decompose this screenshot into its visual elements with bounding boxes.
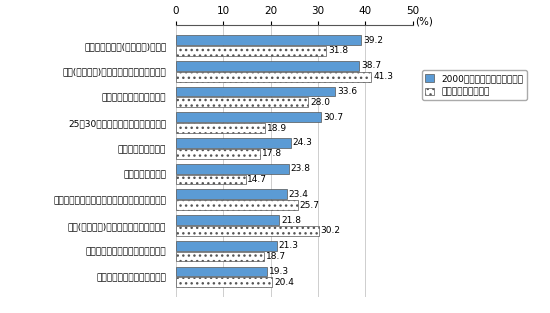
Bar [176,112,321,122]
Text: 18.7: 18.7 [266,252,287,261]
Bar [176,189,287,199]
Text: 33.6: 33.6 [337,87,357,96]
Bar [176,149,260,159]
Bar [176,46,326,56]
Text: 21.3: 21.3 [279,241,299,250]
Bar [176,61,359,71]
Text: 23.8: 23.8 [290,164,310,173]
Text: 24.3: 24.3 [293,138,313,147]
Bar [176,226,319,236]
Bar [176,123,266,133]
Text: 30.7: 30.7 [323,113,343,122]
Text: 41.3: 41.3 [373,72,393,81]
Bar [176,35,361,45]
Text: 25.7: 25.7 [299,201,320,210]
Bar [176,200,298,210]
Text: 31.8: 31.8 [328,47,349,55]
Text: (%): (%) [415,16,433,26]
Bar [176,138,291,148]
Text: 14.7: 14.7 [248,175,267,184]
Text: 20.4: 20.4 [274,278,294,287]
Text: 17.8: 17.8 [262,149,282,158]
Bar [176,241,277,251]
Text: 23.4: 23.4 [289,190,309,199]
Bar [176,215,279,225]
Text: 30.2: 30.2 [321,226,341,235]
Text: 21.8: 21.8 [281,216,301,224]
Text: 39.2: 39.2 [364,36,383,45]
Bar [176,72,371,82]
Text: 38.7: 38.7 [361,61,381,70]
Bar [176,97,309,107]
Text: 19.3: 19.3 [269,267,289,276]
Bar [176,277,272,287]
Bar [176,252,265,261]
Bar [176,175,245,184]
Text: 28.0: 28.0 [310,98,331,107]
Legend: 2000年度以降に実施したこと, 今後実施予定のこと: 2000年度以降に実施したこと, 今後実施予定のこと [422,70,527,100]
Bar [176,164,289,173]
Text: 18.9: 18.9 [267,124,288,132]
Bar [176,267,267,276]
Bar [176,87,335,96]
